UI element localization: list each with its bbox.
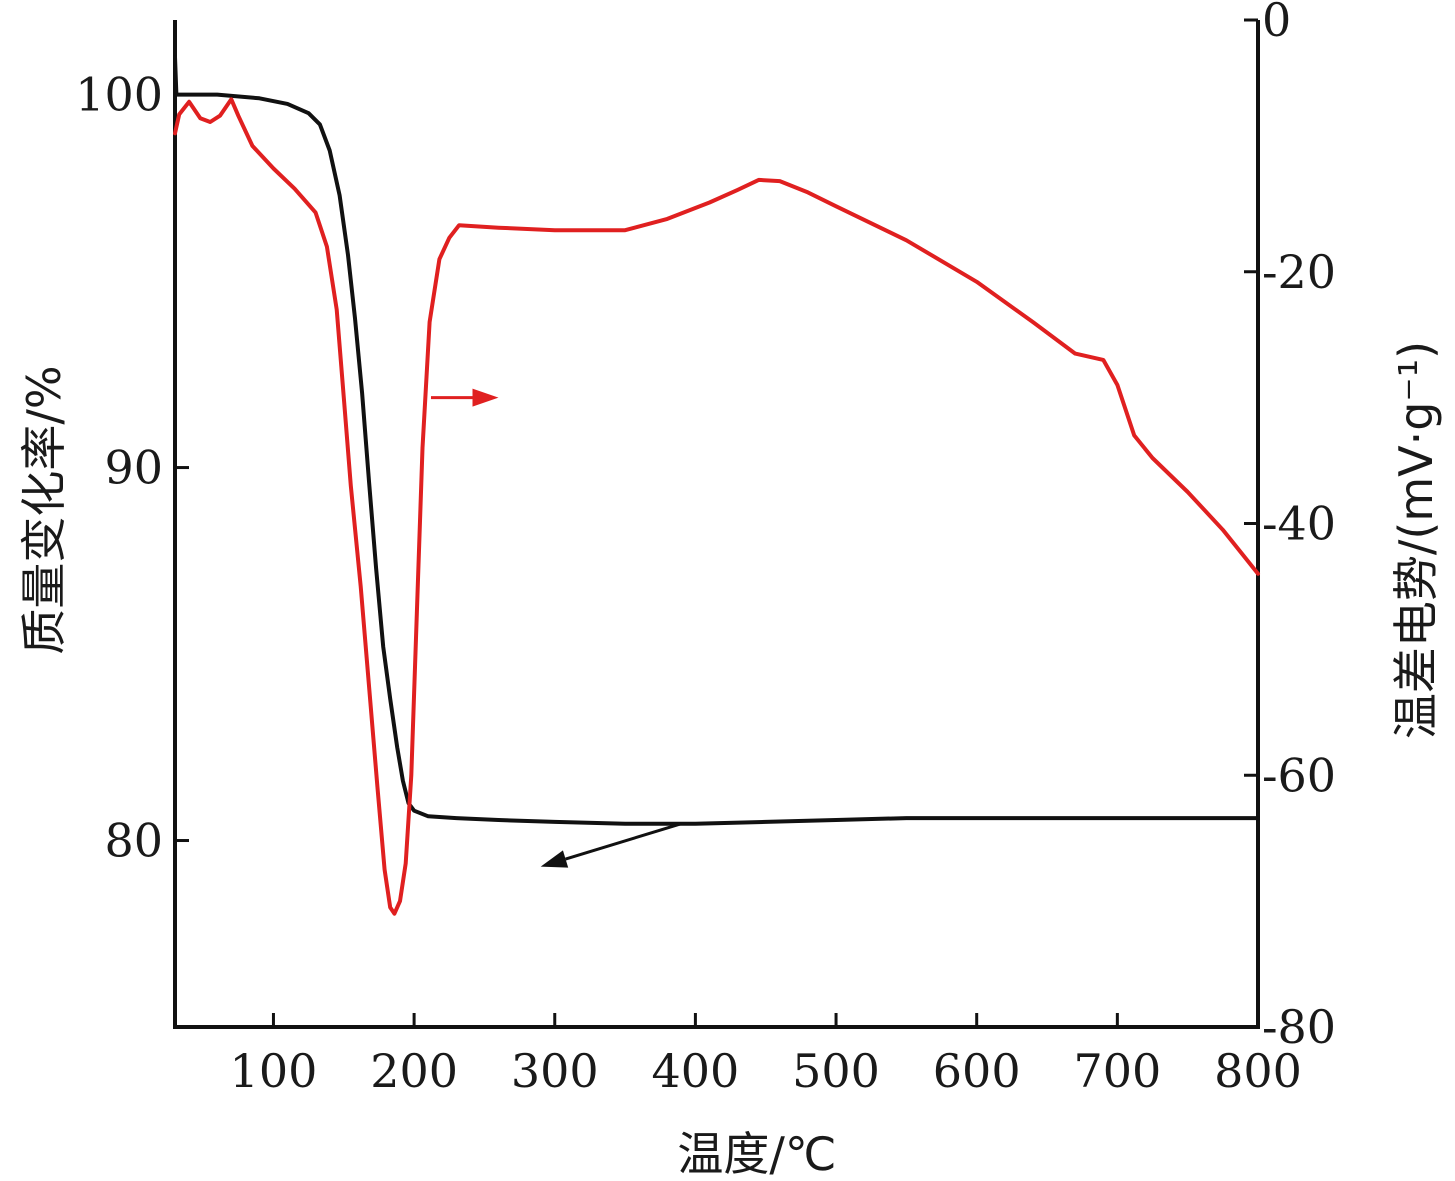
- mass-change-line: [175, 57, 1258, 823]
- x-tick-label: 100: [230, 1044, 318, 1098]
- x-tick-label: 500: [792, 1044, 880, 1098]
- left-y-tick-label: 90: [104, 441, 163, 495]
- arrow-head: [472, 389, 498, 407]
- annotation-layer: [431, 389, 681, 868]
- left-y-tick-label: 100: [75, 68, 163, 122]
- right-y-axis-title: 温差电势/(mV·g⁻¹): [1389, 341, 1443, 739]
- left-y-axis-ticks: 80 90 100: [75, 68, 189, 868]
- arrow-head: [541, 850, 568, 867]
- left-y-axis-title: 质量变化率/%: [17, 365, 71, 654]
- right-y-tick-label: -20: [1262, 245, 1336, 299]
- right-y-tick-label: -60: [1262, 748, 1336, 802]
- x-axis-title: 温度/℃: [677, 1127, 836, 1181]
- right-y-tick-label: -80: [1262, 1000, 1336, 1054]
- arrow-shaft: [566, 824, 682, 859]
- dta-axis-arrow: [431, 389, 499, 407]
- right-y-tick-label: 0: [1262, 0, 1291, 47]
- left-y-tick-label: 80: [104, 814, 163, 868]
- mass-axis-arrow: [541, 824, 682, 868]
- x-tick-label: 600: [933, 1044, 1021, 1098]
- x-tick-label: 700: [1073, 1044, 1161, 1098]
- x-tick-label: 300: [511, 1044, 599, 1098]
- series-layer: [175, 57, 1258, 913]
- x-tick-label: 400: [651, 1044, 739, 1098]
- right-y-tick-label: -40: [1262, 497, 1336, 551]
- x-tick-label: 200: [370, 1044, 458, 1098]
- dta-line: [175, 99, 1258, 913]
